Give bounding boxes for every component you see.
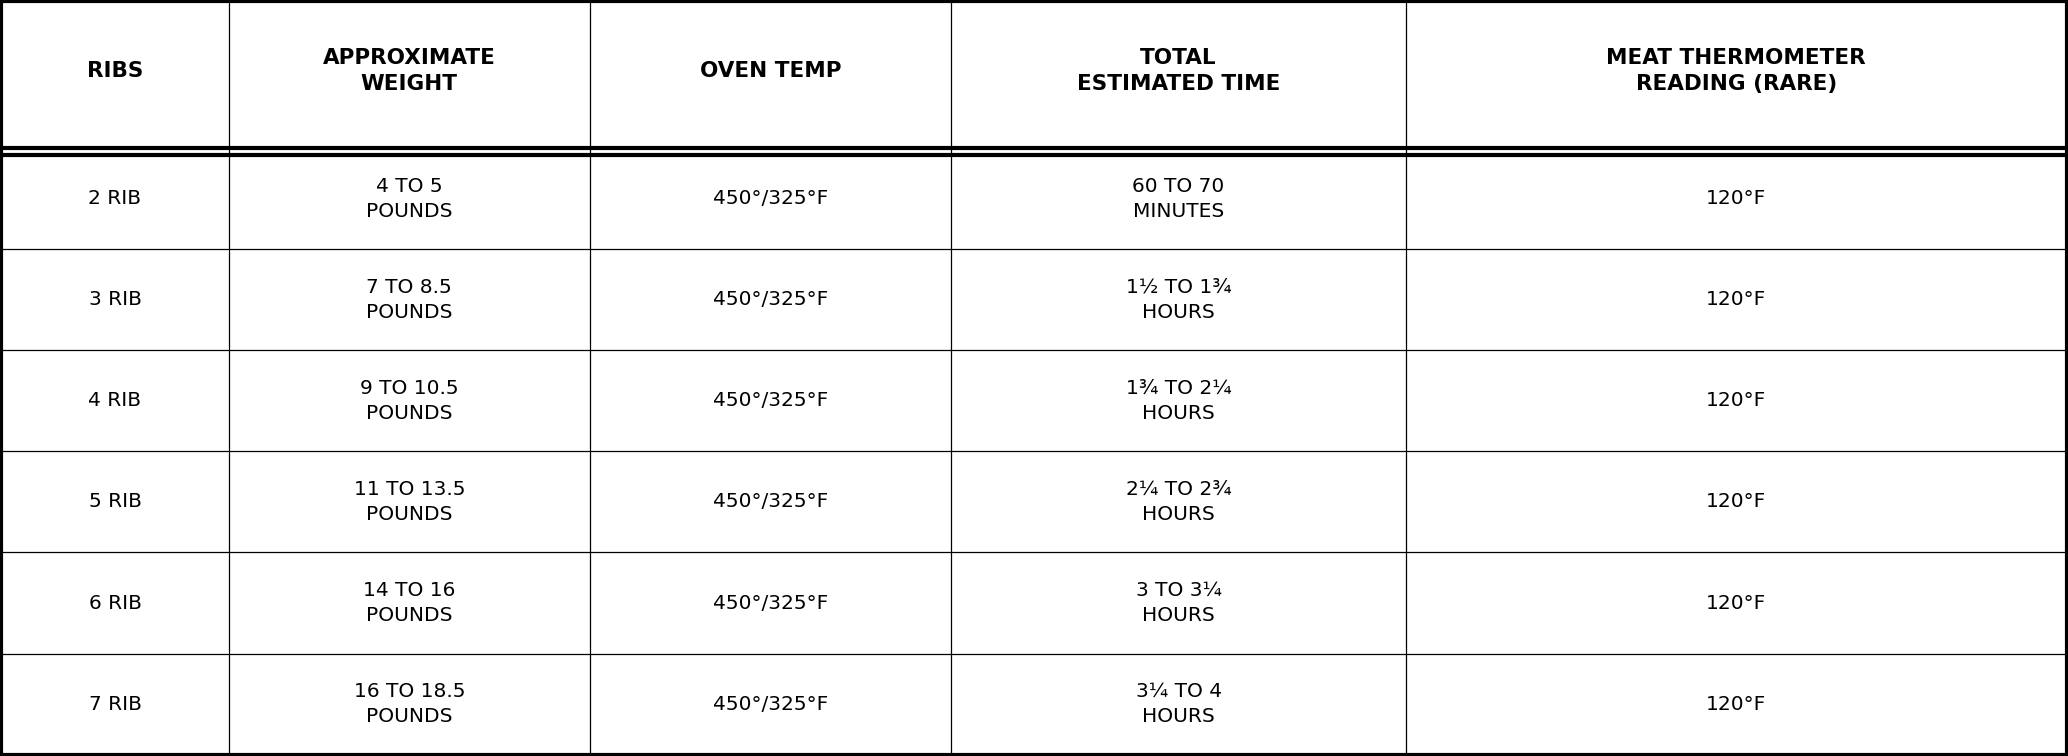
Text: 1½ TO 1¾
HOURS: 1½ TO 1¾ HOURS (1125, 278, 1230, 322)
Text: 450°/325°F: 450°/325°F (713, 392, 829, 411)
Text: 7 RIB: 7 RIB (89, 695, 141, 714)
Text: APPROXIMATE
WEIGHT: APPROXIMATE WEIGHT (323, 48, 496, 94)
Text: 450°/325°F: 450°/325°F (713, 695, 829, 714)
Text: 3 RIB: 3 RIB (89, 290, 141, 309)
Text: 450°/325°F: 450°/325°F (713, 593, 829, 612)
Text: 120°F: 120°F (1706, 593, 1766, 612)
Text: 9 TO 10.5
POUNDS: 9 TO 10.5 POUNDS (360, 379, 459, 423)
Text: 16 TO 18.5
POUNDS: 16 TO 18.5 POUNDS (354, 682, 465, 726)
Text: 450°/325°F: 450°/325°F (713, 189, 829, 209)
Text: 5 RIB: 5 RIB (89, 492, 141, 512)
Text: RIBS: RIBS (87, 61, 143, 81)
Text: 2¼ TO 2¾
HOURS: 2¼ TO 2¾ HOURS (1125, 480, 1230, 524)
Text: TOTAL
ESTIMATED TIME: TOTAL ESTIMATED TIME (1077, 48, 1280, 94)
Text: 120°F: 120°F (1706, 189, 1766, 209)
Text: OVEN TEMP: OVEN TEMP (699, 61, 842, 81)
Text: 7 TO 8.5
POUNDS: 7 TO 8.5 POUNDS (366, 278, 453, 322)
Text: 120°F: 120°F (1706, 492, 1766, 512)
Text: 60 TO 70
MINUTES: 60 TO 70 MINUTES (1133, 177, 1224, 221)
Text: 4 TO 5
POUNDS: 4 TO 5 POUNDS (366, 177, 453, 221)
Text: 120°F: 120°F (1706, 695, 1766, 714)
Text: 3 TO 3¼
HOURS: 3 TO 3¼ HOURS (1135, 581, 1222, 625)
Text: 2 RIB: 2 RIB (89, 189, 141, 209)
Text: MEAT THERMOMETER
READING (RARE): MEAT THERMOMETER READING (RARE) (1607, 48, 1865, 94)
Text: 6 RIB: 6 RIB (89, 593, 141, 612)
Text: 3¼ TO 4
HOURS: 3¼ TO 4 HOURS (1135, 682, 1222, 726)
Text: 11 TO 13.5
POUNDS: 11 TO 13.5 POUNDS (354, 480, 465, 524)
Text: 1¾ TO 2¼
HOURS: 1¾ TO 2¼ HOURS (1125, 379, 1230, 423)
Text: 4 RIB: 4 RIB (89, 392, 141, 411)
Text: 120°F: 120°F (1706, 290, 1766, 309)
Text: 120°F: 120°F (1706, 392, 1766, 411)
Text: 14 TO 16
POUNDS: 14 TO 16 POUNDS (364, 581, 455, 625)
Text: 450°/325°F: 450°/325°F (713, 492, 829, 512)
Text: 450°/325°F: 450°/325°F (713, 290, 829, 309)
